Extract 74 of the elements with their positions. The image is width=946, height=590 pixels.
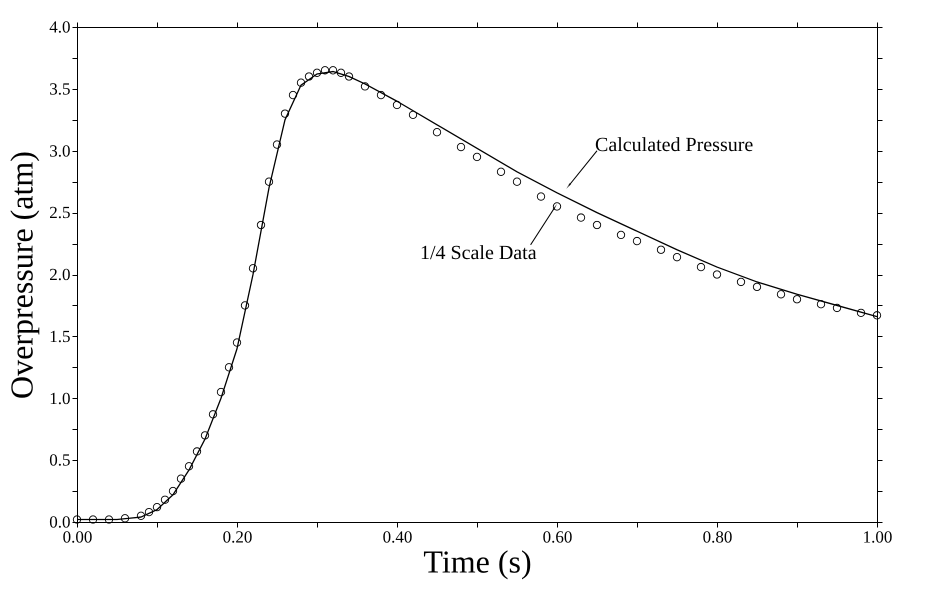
y-tick-label: 3.0	[49, 141, 70, 160]
point	[184, 462, 194, 470]
point	[216, 388, 226, 396]
point	[496, 168, 506, 176]
x-tick-label: 0.40	[382, 528, 412, 546]
point	[360, 82, 370, 91]
point	[456, 142, 466, 152]
point	[264, 178, 274, 186]
y-axis-title: Overpressure (atm)	[3, 151, 40, 399]
point	[712, 270, 722, 279]
point	[200, 431, 210, 440]
point	[88, 515, 98, 524]
point	[512, 178, 522, 186]
point	[272, 140, 282, 149]
point	[320, 66, 330, 74]
point	[536, 192, 546, 201]
point	[376, 90, 386, 100]
x-tick-label: 0.20	[222, 528, 252, 546]
point	[168, 486, 178, 496]
y-tick-label: 2.5	[49, 203, 70, 222]
point	[592, 220, 602, 230]
point	[288, 90, 298, 100]
point	[552, 202, 562, 211]
point	[328, 66, 338, 74]
x-tick-label: 0.80	[702, 528, 732, 546]
point	[232, 338, 242, 347]
y-tick-label: 3.5	[49, 79, 70, 98]
point	[752, 282, 762, 292]
point	[336, 68, 346, 77]
point	[696, 262, 706, 272]
point	[304, 72, 314, 81]
y-tick-label: 0.5	[49, 450, 70, 470]
point	[312, 68, 322, 77]
point	[816, 300, 826, 308]
point	[872, 311, 882, 320]
point	[136, 512, 146, 520]
annotation: Calculated Pressure	[595, 134, 754, 156]
point	[856, 308, 866, 318]
point	[392, 100, 402, 110]
point	[240, 301, 250, 310]
y-tick-label: 4.0	[49, 18, 70, 36]
point	[144, 508, 154, 516]
point	[104, 515, 114, 524]
point	[672, 253, 682, 262]
point	[248, 264, 258, 272]
y-tick-label: 2.0	[49, 265, 70, 284]
x-tick-label: 0.60	[542, 528, 572, 546]
point	[616, 230, 626, 240]
y-tick-label: 1.0	[49, 388, 70, 408]
point	[192, 447, 202, 456]
point	[656, 246, 666, 254]
point	[736, 278, 746, 286]
point	[776, 290, 786, 298]
point	[632, 236, 642, 246]
point	[280, 109, 290, 118]
point	[120, 514, 130, 522]
y-tick-label: 1.5	[49, 326, 70, 346]
point	[256, 220, 266, 230]
point	[472, 152, 482, 162]
point	[576, 213, 586, 222]
x-axis-title: Time (s)	[423, 544, 532, 580]
annotation: 1/4 Scale Data	[420, 242, 537, 264]
point	[224, 363, 234, 372]
point	[160, 496, 170, 504]
point	[408, 110, 418, 120]
point	[176, 474, 186, 483]
point	[152, 503, 162, 512]
point	[792, 295, 802, 304]
point	[832, 304, 842, 312]
point	[296, 78, 306, 87]
point	[432, 128, 442, 136]
x-tick-label: 1.00	[862, 528, 892, 546]
point	[208, 410, 218, 418]
point	[344, 72, 354, 81]
